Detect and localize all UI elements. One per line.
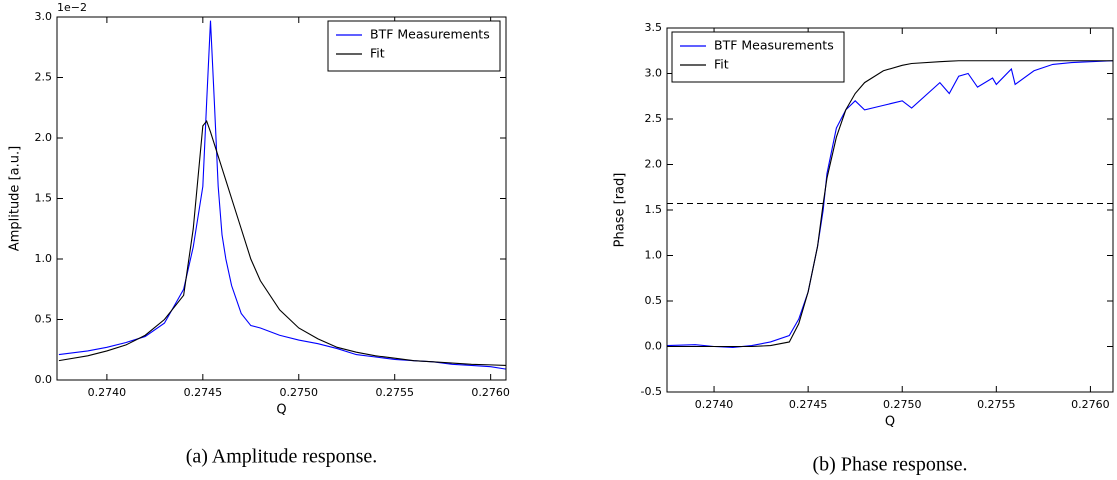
y-tick-label: 3.0	[35, 10, 53, 23]
y-tick-label: 0.5	[645, 294, 663, 307]
plot-area: 0.2740 0.2745 0.2750 0.2755 0.2760 0.0 0.5 1.0 1…	[8, 1, 510, 468]
y-tick-label: 0.5	[35, 313, 53, 326]
y-tick-label: 1.5	[35, 192, 53, 205]
x-tick-label: 0.2745	[789, 398, 828, 411]
legend-label: BTF Measurements	[370, 27, 490, 42]
series-line	[58, 20, 507, 370]
y-tick-label: 0.0	[645, 340, 663, 353]
plot-area: 0.2740 0.2745 0.2750 0.2755 0.2760 -0.5 0.0 0.5…	[613, 21, 1114, 476]
y-tick-label: 1.0	[645, 249, 663, 262]
axes-frame	[666, 27, 1114, 393]
x-tick-label: 0.2755	[977, 398, 1016, 411]
x-axis-label: Q	[276, 403, 286, 418]
x-axis-label: Q	[885, 415, 895, 430]
x-tick-label: 0.2755	[375, 386, 414, 399]
x-tick-label: 0.2750	[883, 398, 922, 411]
legend-label: Fit	[370, 46, 385, 61]
y-axis-label: Phase [rad]	[613, 173, 628, 248]
y-tick-label: 3.5	[645, 21, 663, 34]
legend-box	[327, 20, 501, 72]
y-tick-label: 2.0	[645, 158, 663, 171]
y-offset-text: 1e−2	[57, 1, 87, 14]
y-axis-label: Amplitude [a.u.]	[8, 146, 23, 251]
x-tick-label: 0.2750	[280, 386, 319, 399]
x-tick-label: 0.2760	[471, 386, 510, 399]
series-line	[666, 60, 1114, 348]
legend-label: BTF Measurements	[714, 38, 834, 53]
series-line	[667, 60, 1113, 348]
axes-frame	[56, 16, 507, 381]
x-tick-label: 0.2760	[1071, 398, 1110, 411]
y-tick-label: 3.0	[645, 67, 663, 80]
y-tick-label: 2.5	[645, 112, 663, 125]
caption: (a) Amplitude response.	[186, 446, 378, 468]
y-tick-label: 1.5	[645, 203, 663, 216]
y-tick-label: 0.0	[35, 373, 53, 386]
y-tick-label: 1.0	[35, 252, 53, 265]
legend-label: Fit	[714, 57, 729, 72]
y-tick-label: 2.0	[35, 131, 53, 144]
series-line	[58, 119, 507, 367]
caption: (b) Phase response.	[813, 454, 968, 476]
x-tick-label: 0.2740	[695, 398, 734, 411]
x-tick-label: 0.2740	[88, 386, 127, 399]
y-tick-label: -0.5	[641, 385, 662, 398]
legend-box	[671, 31, 845, 83]
y-tick-label: 2.5	[35, 71, 53, 84]
x-tick-label: 0.2745	[184, 386, 223, 399]
